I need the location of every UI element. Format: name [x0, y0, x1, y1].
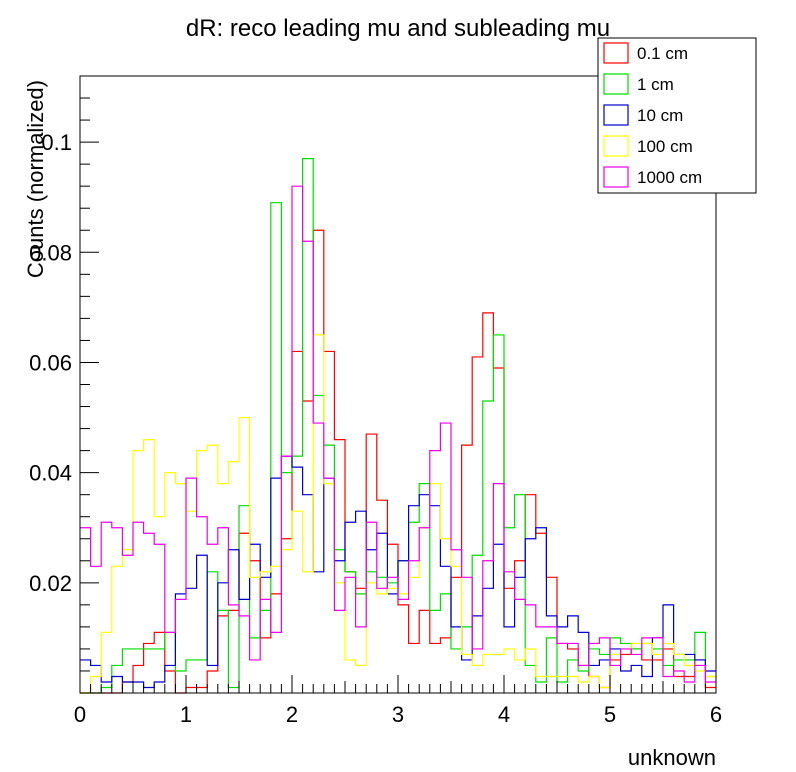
y-axis-label: Counts (normalized)	[23, 80, 48, 278]
legend-swatch-0	[603, 42, 629, 64]
y-tick-label: 0.06	[29, 350, 72, 375]
legend-swatch-4	[603, 166, 629, 188]
x-tick-label: 2	[286, 702, 298, 727]
x-tick-label: 3	[392, 702, 404, 727]
legend-label-0: 0.1 cm	[637, 44, 688, 63]
chart-title: dR: reco leading mu and subleading mu	[186, 15, 610, 42]
legend-swatch-3	[603, 135, 629, 157]
legend-label-4: 1000 cm	[637, 168, 702, 187]
y-tick-label: 0.08	[29, 240, 72, 265]
legend-label-3: 100 cm	[637, 137, 693, 156]
y-tick-label: 0.04	[29, 461, 72, 486]
y-tick-label: 0.1	[41, 130, 72, 155]
x-tick-label: 0	[74, 702, 86, 727]
legend-label-2: 10 cm	[637, 106, 683, 125]
x-axis-label: unknown	[628, 745, 716, 770]
axes-layer: 0 1 2 3 4 5 6 0.02 0.04 0.06 0.08 0.1	[29, 97, 722, 727]
x-tick-label: 1	[180, 702, 192, 727]
x-tick-label: 5	[604, 702, 616, 727]
series-layer	[80, 158, 716, 694]
y-tick-label: 0.02	[29, 571, 72, 596]
legend-swatch-2	[603, 104, 629, 126]
x-tick-label: 6	[710, 702, 722, 727]
legend-swatch-1	[603, 73, 629, 95]
x-tick-label: 4	[498, 702, 510, 727]
series-line-4	[80, 185, 716, 683]
legend-label-1: 1 cm	[637, 75, 674, 94]
legend: 0.1 cm 1 cm 10 cm 100 cm 1000 cm	[597, 37, 757, 194]
